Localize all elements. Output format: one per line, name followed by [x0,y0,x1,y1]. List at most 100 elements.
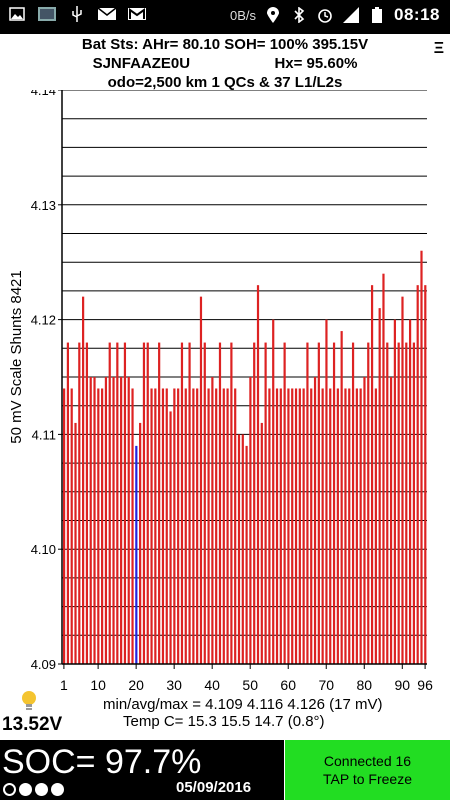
x-tick-label: 70 [318,677,334,693]
bar [196,388,199,664]
bar [74,422,77,664]
bar [298,388,301,664]
page-dot-3[interactable] [35,783,48,796]
notification-icons [8,6,146,22]
bar [420,250,423,664]
x-tick-label: 80 [356,677,372,693]
bar [355,388,358,664]
bar [89,377,92,664]
bar [329,388,332,664]
bar [116,342,119,664]
menu-icon[interactable]: Ξ [433,40,444,57]
bar [180,342,184,664]
bar [416,285,419,664]
bar [207,388,210,664]
alarm-icon [316,7,334,23]
x-tick-label: 1 [60,677,68,693]
bar [401,296,404,664]
bar [245,445,248,664]
y-tick-label: 4.14 [31,90,56,98]
bar [70,388,73,664]
y-tick-label: 4.09 [31,657,56,672]
page-dot-4[interactable] [51,783,64,796]
bar [397,342,400,664]
connection-freeze-button[interactable]: Connected 16 TAP to Freeze [285,740,450,800]
battery-header: Bat Sts: AHr= 80.10 SOH= 100% 395.15V SJ… [0,35,450,92]
lightbulb-icon[interactable] [20,690,38,718]
battery-icon [368,7,386,23]
bar [66,342,70,664]
bar [367,342,370,664]
bar [161,388,165,664]
bar [408,319,412,664]
bar [272,319,275,664]
bar [336,388,339,664]
y-tick-label: 4.11 [32,427,56,442]
bar [363,377,366,664]
bar [131,388,134,664]
bar [104,377,108,664]
bar [241,434,244,664]
cell-voltage-chart: 4.14 4.13 4.12 4.11 4.10 4.09 1 10 20 30 40 50 60 70 8… [8,90,433,693]
soc-panel: SOC= 97.7% 05/09/2016 [0,740,284,800]
location-icon [264,7,282,23]
bar [405,342,408,664]
bar [135,445,138,664]
y-tick-label: 4.13 [31,198,56,213]
bar [321,388,324,664]
bar [146,342,149,664]
bar [359,388,362,664]
bar [389,377,393,664]
bar [249,377,252,664]
bar [218,342,222,664]
x-tick-label: 50 [242,677,258,693]
bar [158,342,161,664]
page-dot-1[interactable] [3,783,16,796]
bar [230,342,233,664]
battery-status-line: Bat Sts: AHr= 80.10 SOH= 100% 395.15V [81,36,369,53]
bar [332,342,336,664]
bar [101,388,104,664]
bar [325,319,328,664]
bar [291,388,294,664]
bar [184,388,187,664]
bar [165,388,168,664]
bar [374,388,377,664]
status-bar: 0B/s 08:18 [0,0,450,34]
bar [108,342,111,664]
net-speed: 0B/s [230,7,257,23]
bar [199,296,203,664]
bar [120,377,123,664]
y-tick-label: 4.12 [31,313,56,328]
bar [344,388,347,664]
temperature-text: Temp C= 15.3 15.5 14.7 (0.8°) [123,713,325,730]
min-avg-max-text: min/avg/max = 4.109 4.116 4.126 (17 mV) [103,696,383,713]
bar [192,388,195,664]
image-icon [8,6,26,22]
clock: 08:18 [394,5,440,24]
bar [97,388,100,664]
date-text: 05/09/2016 [176,779,252,796]
bar [215,388,218,664]
bar [378,308,381,664]
page-dot-2[interactable] [19,783,32,796]
bar [256,285,260,664]
bar [264,342,267,664]
bar [222,388,225,664]
mail-icon [98,6,116,22]
bar [150,388,153,664]
page-dots[interactable] [3,783,64,796]
bar [63,388,66,664]
bar [78,342,81,664]
bar [188,342,191,664]
hx-text: Hx= 95.60% [274,55,358,72]
x-tick-label: 20 [128,677,144,693]
bar [268,388,271,664]
x-tick-label: 10 [90,677,106,693]
y-tick-label: 4.10 [31,542,56,557]
bar [112,377,115,664]
bluetooth-icon [290,7,308,23]
bar [203,342,206,664]
y-axis-label: 50 mV Scale Shunts 8421 [8,270,25,443]
bar [237,434,241,664]
